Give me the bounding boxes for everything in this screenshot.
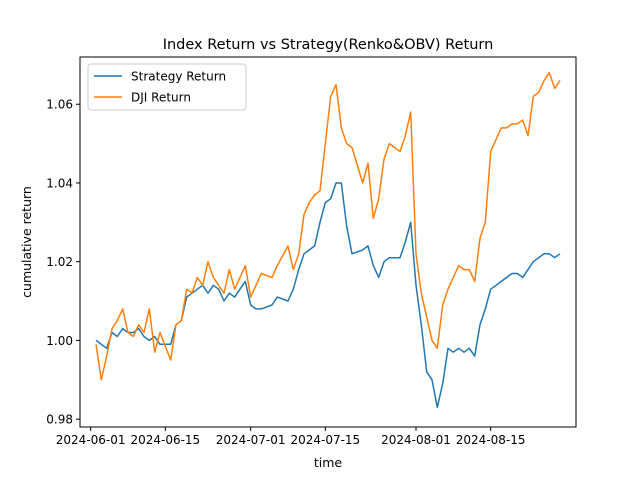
plot-area [95,71,561,409]
legend-box [87,63,247,111]
x-axis-label: time [314,455,343,470]
x-tick-label: 2024-07-15 [290,433,360,447]
y-tick-label: 1.00 [46,334,73,348]
x-tick-label: 2024-08-01 [381,433,451,447]
y-tick-label: 1.02 [46,255,73,269]
chart-title: Index Return vs Strategy(Renko&OBV) Retu… [163,37,494,53]
series-line-1 [95,71,561,381]
x-tick-label: 2024-06-15 [130,433,200,447]
x-tick-label: 2024-07-01 [216,433,286,447]
y-axis-ticks: 0.98 1.00 1.02 1.04 1.06 [46,98,80,427]
y-tick-label: 1.06 [46,98,73,112]
legend-label-0: Strategy Return [131,70,226,84]
x-axis-ticks: 2024-06-01 2024-06-15 2024-07-01 2024-07-15… [56,427,526,447]
x-tick-label: 2024-06-01 [56,433,126,447]
axes-frame [79,56,577,428]
y-tick-label: 1.04 [46,176,73,190]
y-tick-label: 0.98 [46,413,73,427]
y-axis-label: cumulative return [19,186,34,298]
x-tick-label: 2024-08-15 [456,433,526,447]
legend-label-1: DJI Return [131,91,191,105]
series-line-0 [95,182,561,409]
legend: Strategy Return DJI Return [87,63,247,111]
